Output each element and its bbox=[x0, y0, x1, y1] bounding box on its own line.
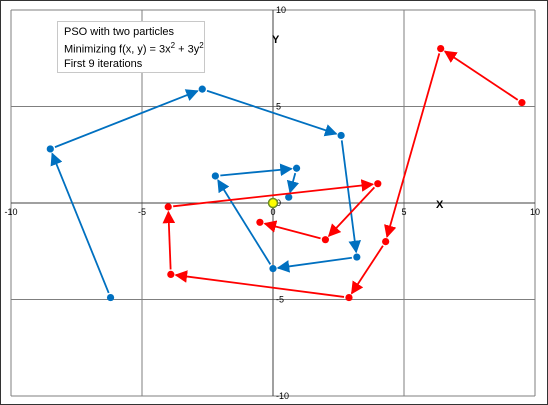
trajectory-arrow bbox=[206, 89, 338, 137]
annotation-function-mid: + 3y bbox=[175, 43, 200, 56]
trajectory-arrow bbox=[327, 186, 376, 237]
trajectory-arrow bbox=[173, 179, 375, 208]
trajectory-arrow bbox=[263, 220, 321, 240]
annotation-title: PSO with two particles bbox=[64, 26, 175, 38]
data-point bbox=[46, 145, 54, 153]
trajectory-arrow bbox=[220, 163, 293, 177]
data-point bbox=[353, 253, 361, 261]
data-point bbox=[292, 164, 301, 172]
data-point bbox=[437, 45, 445, 53]
annotation-exponent-1: 2 bbox=[170, 41, 176, 50]
data-point bbox=[374, 180, 382, 188]
data-point bbox=[256, 218, 264, 226]
series-1 bbox=[46, 85, 361, 302]
y-tick-label: -5 bbox=[276, 295, 284, 305]
y-tick-label: 5 bbox=[276, 102, 281, 112]
data-point bbox=[211, 172, 219, 180]
trajectory-arrow bbox=[350, 245, 384, 295]
data-point bbox=[382, 238, 390, 246]
data-point bbox=[198, 85, 206, 93]
y-tick-label: 10 bbox=[276, 5, 286, 15]
data-point bbox=[285, 193, 293, 201]
trajectory-arrow bbox=[174, 270, 345, 298]
optimum-point bbox=[267, 197, 279, 209]
y-tick-label: -10 bbox=[276, 391, 289, 401]
x-tick-label: -10 bbox=[4, 207, 17, 217]
series-2 bbox=[162, 45, 526, 302]
annotation-function: Minimizing f(x, y) = 3x2 + 3y2 bbox=[64, 39, 204, 57]
data-point bbox=[337, 131, 345, 140]
x-tick-label: 5 bbox=[401, 207, 406, 217]
data-point bbox=[269, 265, 277, 273]
y-axis-label: Y bbox=[272, 34, 280, 46]
trajectory-arrow bbox=[50, 152, 110, 294]
tick-labels: -10 -5 0 5 10 -10 -5 0 5 10 bbox=[4, 5, 540, 401]
x-tick-label: 0 bbox=[270, 207, 275, 217]
data-point bbox=[518, 99, 526, 107]
series bbox=[46, 45, 526, 302]
data-point bbox=[345, 293, 353, 302]
x-tick-label: 10 bbox=[530, 207, 540, 217]
data-point bbox=[167, 270, 175, 279]
trajectory-arrow bbox=[54, 89, 199, 148]
y-tick-label: 0 bbox=[276, 198, 281, 208]
data-point bbox=[321, 236, 329, 244]
annotation-exponent-2: 2 bbox=[199, 41, 204, 50]
trajectory-arrow bbox=[276, 256, 353, 273]
annotation-function-prefix: Minimizing f(x, y) = 3x bbox=[64, 43, 171, 56]
trajectory-arrow bbox=[286, 172, 300, 194]
trajectory-arrow bbox=[384, 53, 441, 239]
trajectory-arrow bbox=[443, 50, 519, 101]
trajectory-arrow bbox=[162, 210, 176, 270]
trajectory-arrow bbox=[340, 140, 361, 254]
data-point bbox=[164, 203, 172, 211]
trajectory-arrow bbox=[217, 179, 272, 265]
annotation-box: PSO with two particles Minimizing f(x, y… bbox=[57, 21, 205, 73]
x-tick-label: -5 bbox=[138, 207, 146, 217]
data-point bbox=[106, 293, 115, 302]
annotation-iterations: First 9 iterations bbox=[64, 57, 143, 70]
x-axis-label: X bbox=[436, 199, 444, 211]
